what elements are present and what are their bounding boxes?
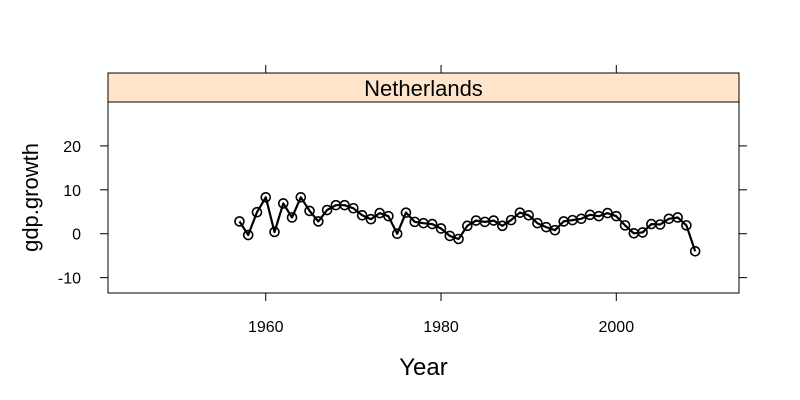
x-tick-label: 1960 bbox=[248, 319, 284, 336]
y-tick-label: 10 bbox=[63, 183, 81, 200]
data-point bbox=[619, 220, 631, 231]
y-tick-label: 0 bbox=[72, 227, 81, 244]
x-tick-label: 1980 bbox=[423, 319, 459, 336]
plot-area bbox=[107, 101, 740, 294]
y-axis-label: gdp.growth bbox=[18, 143, 43, 252]
data-point bbox=[672, 212, 683, 223]
data-point bbox=[251, 206, 263, 218]
data-point bbox=[269, 226, 280, 238]
data-point bbox=[277, 198, 289, 209]
data-point bbox=[313, 216, 324, 227]
data-point bbox=[505, 214, 517, 226]
data-point bbox=[321, 204, 333, 216]
data-point bbox=[356, 209, 368, 221]
panel-strip bbox=[107, 72, 740, 103]
y-tick-label: -10 bbox=[58, 271, 81, 288]
x-axis-label: Year bbox=[399, 354, 448, 381]
data-point bbox=[295, 191, 307, 203]
data-point bbox=[383, 210, 394, 222]
x-axis: 1960 1980 2000 bbox=[248, 65, 634, 336]
data-point bbox=[304, 205, 315, 217]
data-point bbox=[523, 209, 534, 221]
data-point bbox=[532, 217, 543, 229]
y-tick-label: 20 bbox=[63, 139, 81, 156]
data-point bbox=[286, 212, 298, 223]
data-point bbox=[488, 215, 499, 226]
data-point bbox=[348, 202, 359, 214]
series-layer bbox=[234, 191, 701, 257]
data-point bbox=[242, 229, 254, 241]
panel: Netherlands bbox=[107, 72, 740, 294]
data-point bbox=[365, 213, 377, 225]
data-point bbox=[575, 213, 587, 225]
data-point bbox=[637, 227, 648, 238]
data-point bbox=[400, 207, 412, 218]
data-point bbox=[611, 210, 622, 222]
series-line bbox=[238, 196, 697, 252]
data-point bbox=[462, 220, 473, 232]
panel-title: Netherlands bbox=[364, 76, 483, 101]
data-point bbox=[260, 191, 272, 203]
data-point bbox=[549, 224, 561, 236]
x-tick-label: 2000 bbox=[599, 319, 635, 336]
data-point bbox=[391, 228, 403, 240]
data-point bbox=[497, 220, 508, 232]
y-axis: -10 0 10 20 bbox=[58, 139, 747, 288]
data-point bbox=[234, 216, 245, 227]
data-point bbox=[681, 220, 692, 231]
data-point bbox=[654, 219, 666, 230]
data-point bbox=[689, 245, 701, 257]
data-point bbox=[435, 223, 447, 234]
data-point bbox=[453, 233, 464, 245]
data-point bbox=[426, 218, 438, 230]
